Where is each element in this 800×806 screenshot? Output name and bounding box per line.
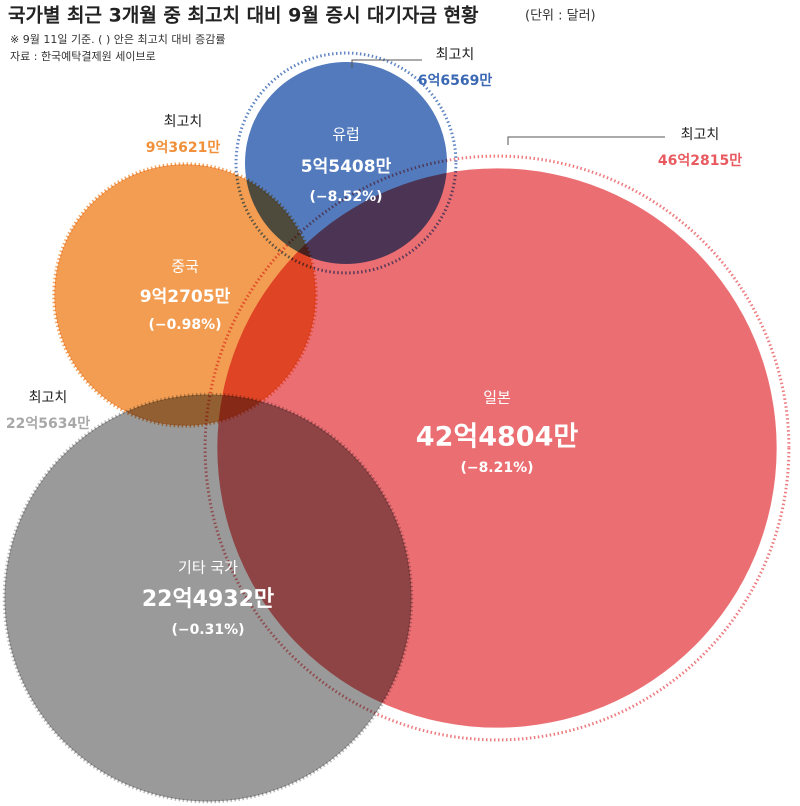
value-label: 42억4804만	[416, 422, 579, 453]
peak-value: 6억6569만	[418, 73, 493, 89]
bubble	[217, 168, 777, 728]
peak-value: 22억5634만	[6, 416, 90, 432]
value-label: 9억2705만	[140, 287, 231, 307]
source: 자료 : 한국예탁결제원 세이브로	[10, 50, 156, 63]
peak-title: 최고치	[164, 114, 203, 130]
chart-title: 국가별 최근 3개월 중 최고치 대비 9월 증시 대기자금 현황	[8, 4, 479, 27]
unit: (단위 : 달러)	[525, 9, 596, 24]
change-label: (−0.98%)	[148, 317, 221, 333]
change-label: (−8.21%)	[460, 460, 533, 476]
peak-value: 9억3621만	[146, 140, 221, 156]
change-label: (−0.31%)	[171, 622, 244, 638]
value-label: 5억5408만	[301, 157, 392, 177]
peak-title: 최고치	[29, 390, 68, 406]
bubble-name: 기타 국가	[178, 559, 238, 577]
peak-title: 최고치	[681, 127, 720, 143]
bubble-name: 일본	[483, 389, 511, 407]
bubble	[245, 62, 447, 264]
leader-line	[507, 136, 665, 145]
leader-line	[351, 59, 422, 68]
peak-value: 46억2815만	[658, 153, 742, 169]
change-label: (−8.52%)	[309, 189, 382, 205]
peak-title: 최고치	[436, 47, 475, 63]
bubble-name: 유럽	[332, 126, 360, 144]
value-label: 22억4932만	[142, 587, 274, 612]
note: ※ 9월 11일 기준. ( ) 안은 최고치 대비 증감률	[10, 32, 225, 46]
bubble-name: 중국	[171, 258, 199, 276]
bubbles	[2, 51, 791, 804]
